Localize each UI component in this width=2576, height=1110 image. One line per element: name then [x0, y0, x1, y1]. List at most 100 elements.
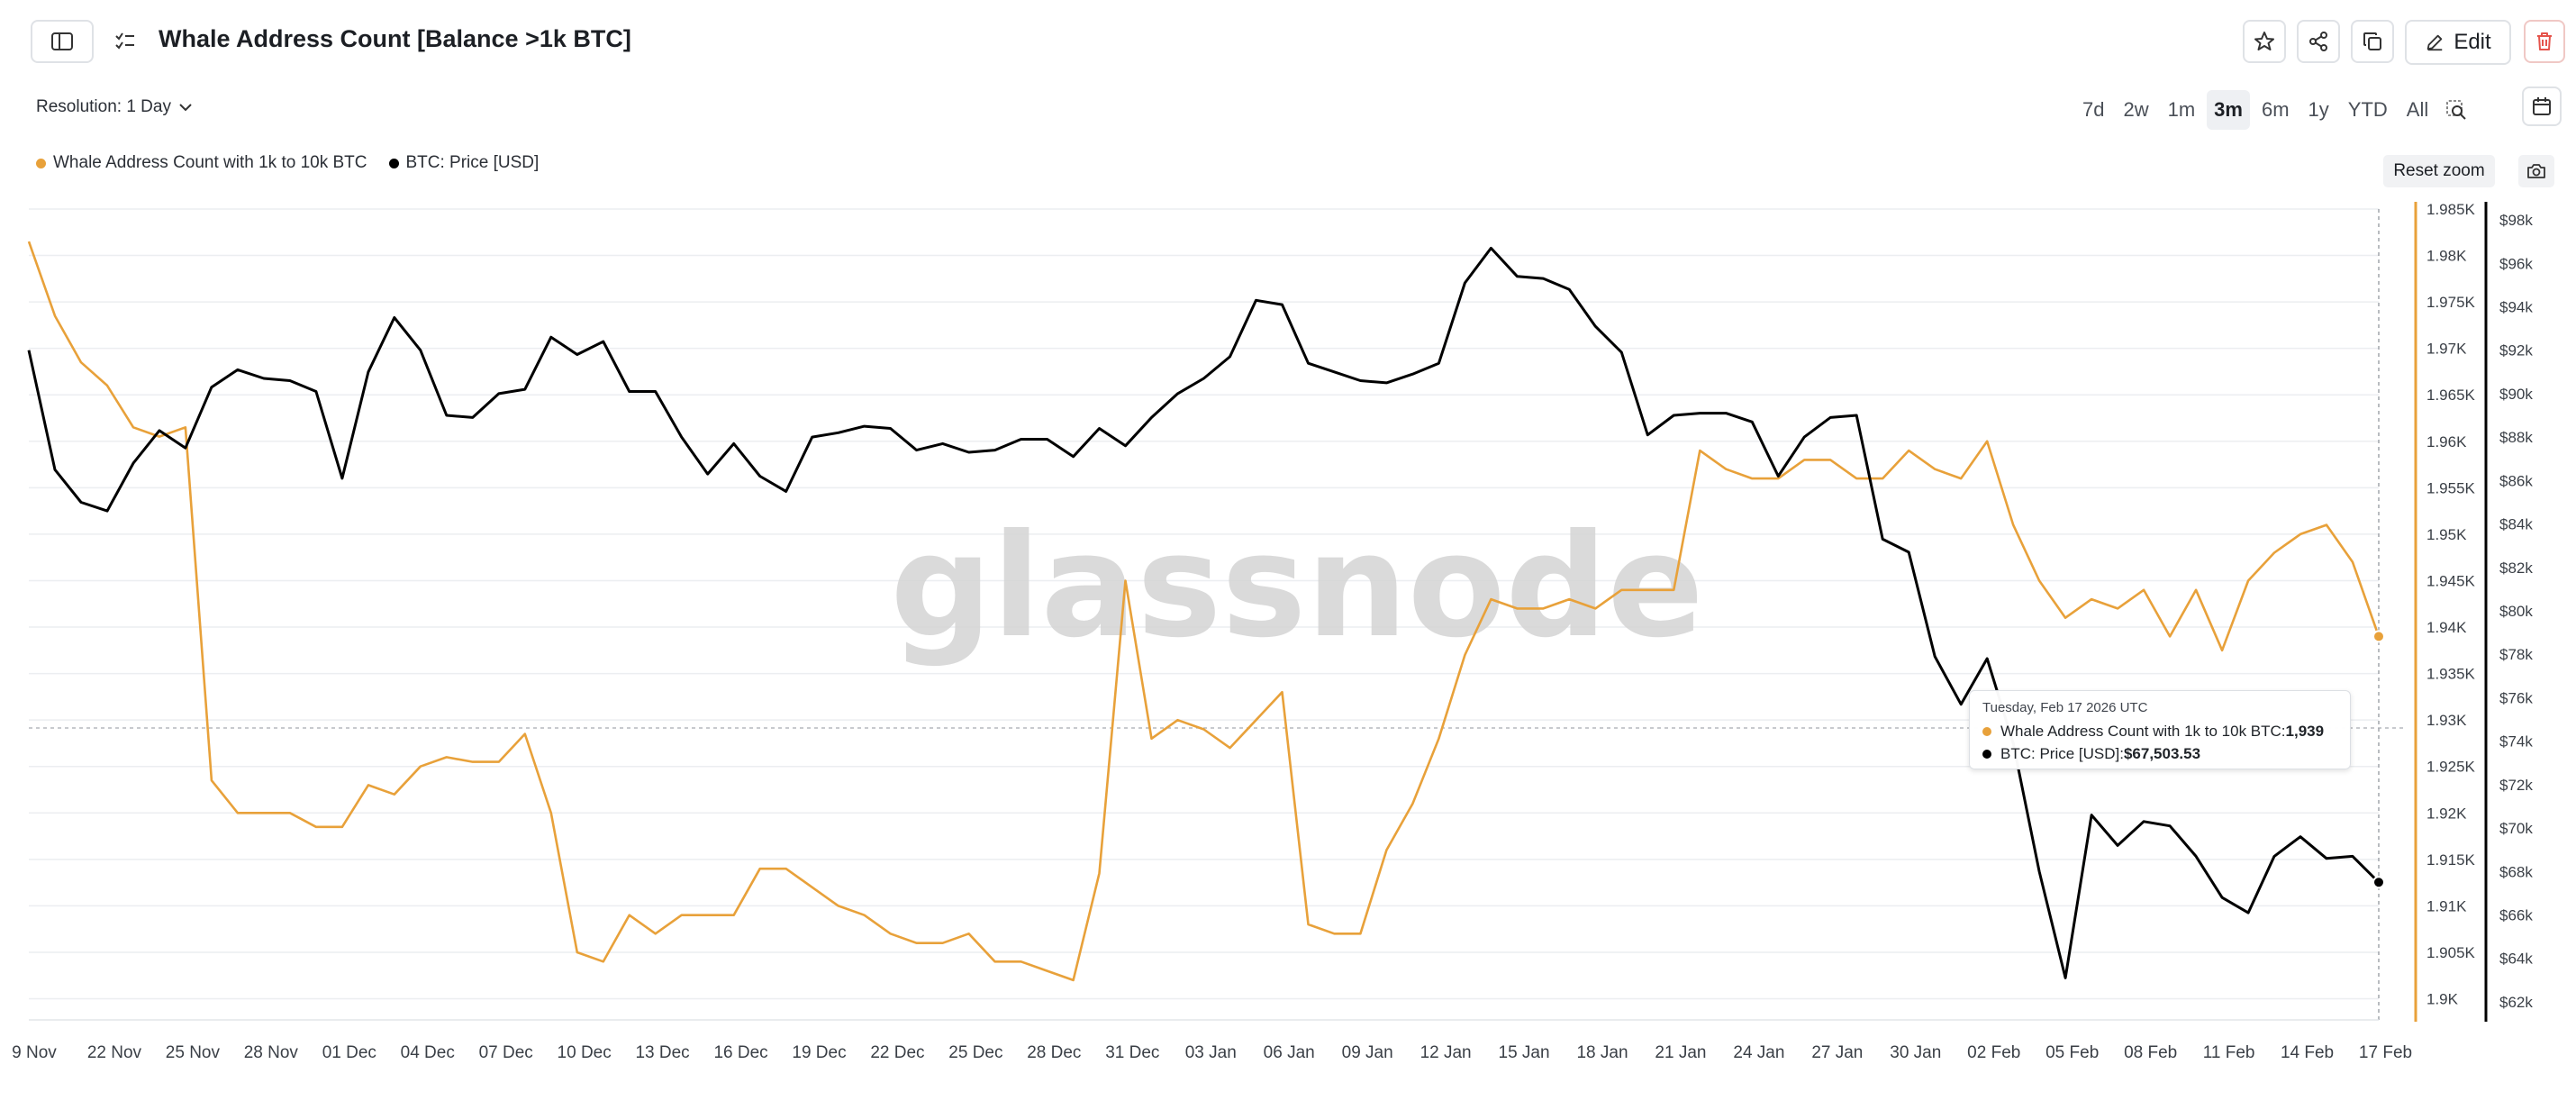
- sidebar-toggle-button[interactable]: [31, 20, 94, 63]
- left-tick-label: 1.93K: [2426, 712, 2467, 729]
- range-1y[interactable]: 1y: [2308, 98, 2329, 121]
- whale-dot-icon: [1982, 727, 1991, 736]
- right-tick-label: $98k: [2499, 212, 2533, 229]
- left-tick-label: 1.94K: [2426, 619, 2467, 636]
- resolution-dropdown[interactable]: Resolution: 1 Day: [36, 97, 193, 117]
- x-tick-label: 18 Jan: [1576, 1043, 1628, 1062]
- zoom-select-button[interactable]: [2440, 99, 2472, 121]
- checklist-icon: [115, 32, 134, 50]
- data-points: [2372, 630, 2385, 889]
- reset-zoom-button[interactable]: Reset zoom: [2383, 155, 2495, 187]
- range-7d[interactable]: 7d: [2082, 98, 2105, 121]
- whale-last-point: [2372, 630, 2385, 643]
- x-tick-label: 21 Jan: [1655, 1043, 1706, 1062]
- delete-button[interactable]: [2524, 20, 2565, 63]
- range-ytd[interactable]: YTD: [2347, 98, 2388, 121]
- sidebar-toggle-icon: [51, 32, 73, 50]
- right-tick-label: $80k: [2499, 603, 2533, 620]
- edit-label: Edit: [2454, 30, 2491, 54]
- range-all[interactable]: All: [2406, 98, 2429, 121]
- left-tick-label: 1.975K: [2426, 294, 2476, 311]
- calendar-icon: [2533, 97, 2551, 115]
- x-tick-label: 27 Jan: [1811, 1043, 1863, 1062]
- whale-legend-dot: [36, 158, 46, 168]
- range-6m[interactable]: 6m: [2261, 98, 2290, 121]
- x-tick-label: 17 Feb: [2359, 1043, 2412, 1062]
- x-tick-label: 08 Feb: [2124, 1043, 2177, 1062]
- x-tick-label: 25 Dec: [948, 1043, 1002, 1062]
- x-tick-label: 15 Jan: [1499, 1043, 1550, 1062]
- x-tick-label: 22 Nov: [87, 1043, 142, 1062]
- left-tick-label: 1.925K: [2426, 759, 2476, 776]
- edit-button[interactable]: Edit: [2405, 20, 2511, 65]
- left-tick-label: 1.9K: [2426, 991, 2459, 1008]
- x-tick-label: 07 Dec: [479, 1043, 533, 1062]
- left-tick-label: 1.945K: [2426, 572, 2476, 589]
- x-tick-label: 24 Jan: [1733, 1043, 1784, 1062]
- duplicate-button[interactable]: [2351, 20, 2394, 63]
- pencil-icon: [2427, 34, 2443, 51]
- range-1m[interactable]: 1m: [2167, 98, 2196, 121]
- checklist-button[interactable]: [113, 31, 137, 54]
- tooltip-date: Tuesday, Feb 17 2026 UTC: [1982, 700, 2148, 715]
- left-tick-label: 1.915K: [2426, 851, 2476, 869]
- tooltip-row-whale: Whale Address Count with 1k to 10k BTC: …: [1982, 723, 2337, 741]
- crosshair-guides: [29, 209, 2405, 1020]
- right-tick-label: $62k: [2499, 994, 2533, 1011]
- legend-item-whale[interactable]: Whale Address Count with 1k to 10k BTC: [36, 153, 367, 173]
- chart-legend: Whale Address Count with 1k to 10k BTC B…: [36, 153, 560, 173]
- right-tick-label: $78k: [2499, 646, 2533, 663]
- right-tick-label: $68k: [2499, 863, 2533, 880]
- tooltip-btc-label: BTC: Price [USD]:: [2000, 745, 2124, 762]
- right-tick-label: $90k: [2499, 386, 2533, 403]
- x-tick-label: 16 Dec: [713, 1043, 767, 1062]
- left-tick-label: 1.96K: [2426, 433, 2467, 450]
- right-tick-label: $64k: [2499, 951, 2533, 968]
- range-3m[interactable]: 3m: [2207, 90, 2250, 130]
- top-bar: Whale Address Count [Balance >1k BTC] Ed…: [0, 0, 2576, 86]
- right-tick-label: $88k: [2499, 429, 2533, 446]
- right-tick-label: $66k: [2499, 907, 2533, 924]
- calendar-button[interactable]: [2522, 86, 2562, 126]
- x-tick-label: 31 Dec: [1105, 1043, 1159, 1062]
- chevron-down-icon: [179, 104, 192, 112]
- right-tick-label: $76k: [2499, 689, 2533, 706]
- legend-btc-label: BTC: Price [USD]: [405, 153, 540, 172]
- left-tick-label: 1.97K: [2426, 341, 2467, 358]
- left-tick-label: 1.905K: [2426, 944, 2476, 961]
- btc-last-point: [2372, 876, 2385, 889]
- right-tick-label: $96k: [2499, 255, 2533, 272]
- share-icon: [2309, 32, 2327, 51]
- x-tick-label: 05 Feb: [2045, 1043, 2099, 1062]
- tooltip-whale-value: 1,939: [2285, 723, 2325, 740]
- x-axis-labels: 9 Nov 22 Nov 25 Nov 28 Nov 01 Dec 04 Dec 07 De…: [12, 1043, 2412, 1062]
- right-tick-label: $82k: [2499, 560, 2533, 577]
- legend-whale-label: Whale Address Count with 1k to 10k BTC: [53, 153, 367, 172]
- right-axis-labels: $98k $96k $94k $92k $90k $88k $86k $84k $82k $80k…: [2499, 212, 2533, 1011]
- right-tick-label: $72k: [2499, 777, 2533, 794]
- screenshot-button[interactable]: [2518, 155, 2554, 187]
- range-2w[interactable]: 2w: [2123, 98, 2149, 121]
- x-tick-label: 30 Jan: [1890, 1043, 1941, 1062]
- right-tick-label: $84k: [2499, 516, 2533, 533]
- tooltip-row-btc: BTC: Price [USD]: $67,503.53: [1982, 745, 2337, 763]
- btc-series-line: [27, 246, 2381, 979]
- trash-icon: [2537, 32, 2552, 50]
- axes: [29, 202, 2488, 1022]
- x-tick-label: 25 Nov: [166, 1043, 221, 1062]
- tooltip-whale-label: Whale Address Count with 1k to 10k BTC:: [2000, 723, 2286, 740]
- x-tick-label: 22 Dec: [870, 1043, 924, 1062]
- camera-icon: [2527, 164, 2545, 178]
- tooltip-btc-value: $67,503.53: [2123, 745, 2201, 762]
- left-tick-label: 1.935K: [2426, 666, 2476, 683]
- x-tick-label: 28 Nov: [244, 1043, 299, 1062]
- legend-item-btc[interactable]: BTC: Price [USD]: [388, 153, 540, 173]
- favorite-button[interactable]: [2243, 20, 2286, 63]
- left-tick-label: 1.985K: [2426, 201, 2476, 218]
- right-tick-label: $70k: [2499, 820, 2533, 837]
- x-tick-label: 04 Dec: [401, 1043, 455, 1062]
- right-tick-label: $92k: [2499, 342, 2533, 359]
- x-tick-label: 9 Nov: [12, 1043, 57, 1062]
- share-button[interactable]: [2297, 20, 2340, 63]
